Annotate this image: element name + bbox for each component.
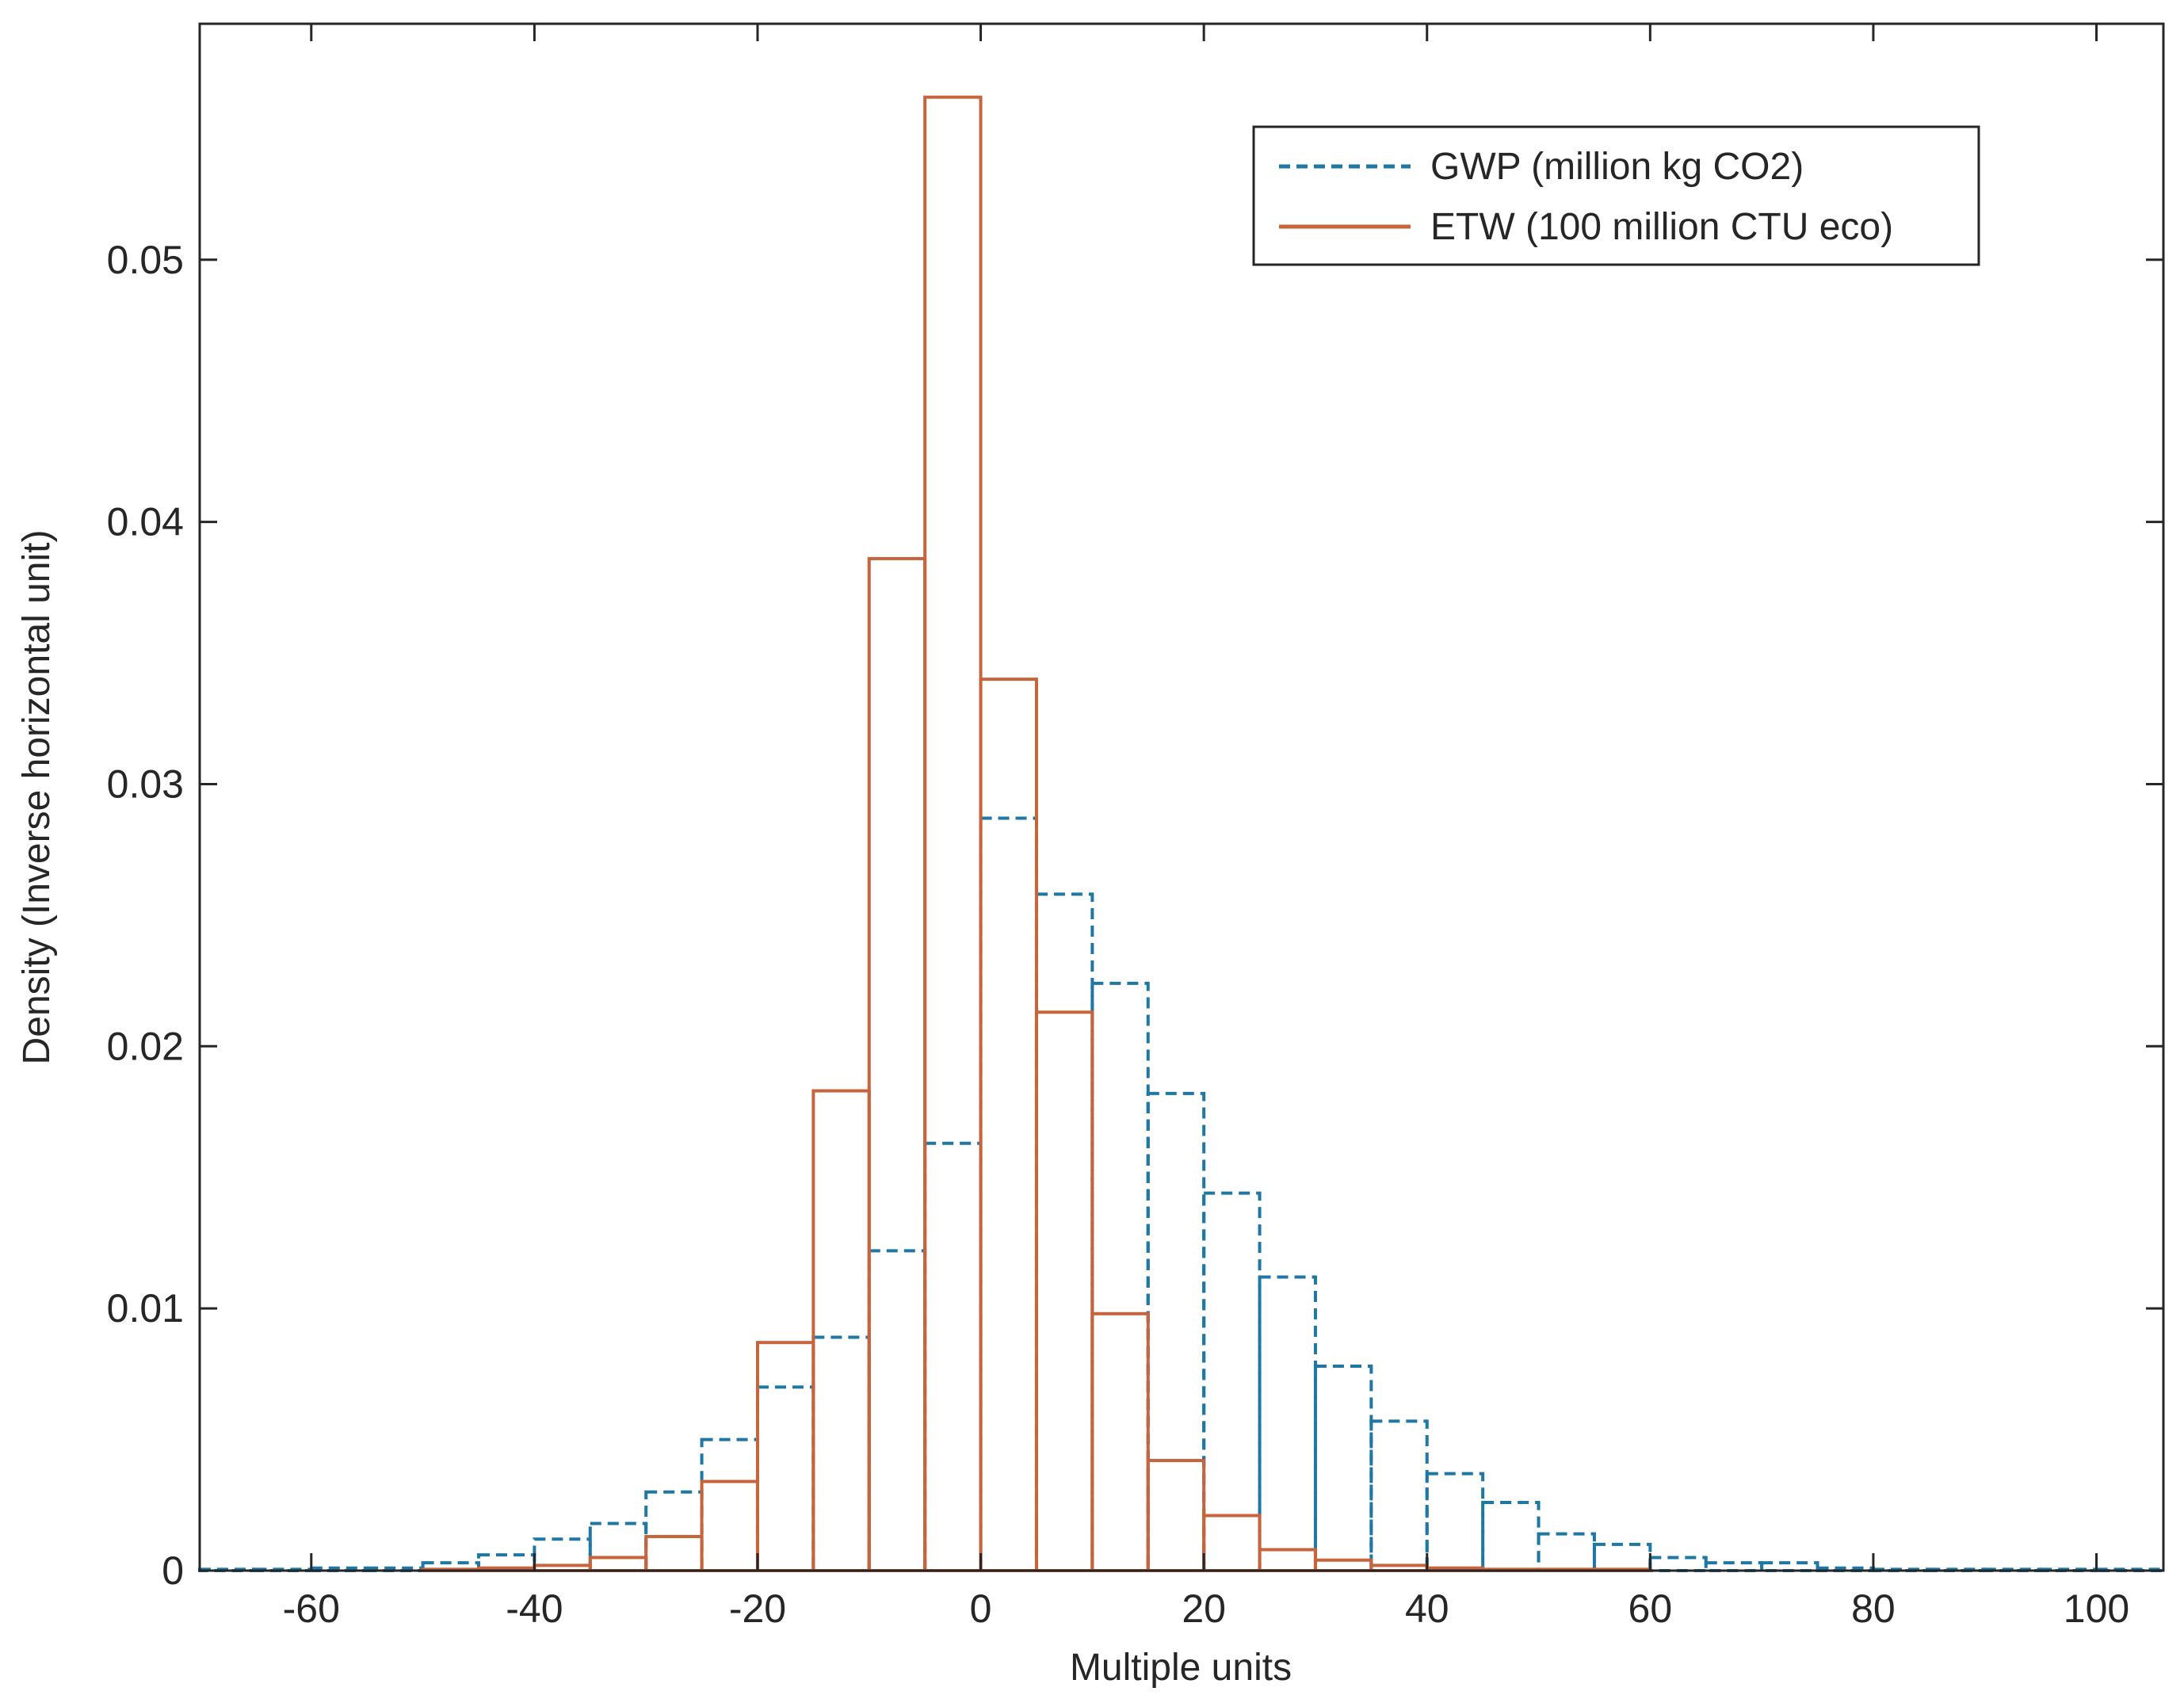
histogram-bar <box>867 1249 927 1572</box>
histogram-bar <box>1313 1364 1373 1572</box>
histogram-bar <box>923 95 983 1572</box>
histogram-bar <box>979 816 1038 1572</box>
histogram-bar <box>1258 1548 1317 1573</box>
series-etw <box>421 95 1652 1573</box>
x-tick-label: -20 <box>729 1586 786 1631</box>
y-tick-label: 0.04 <box>107 500 184 544</box>
y-axis-label: Density (Inverse horizontal unit) <box>16 530 58 1065</box>
plot-frame <box>198 22 2165 1572</box>
histogram-bar <box>700 1437 759 1573</box>
histogram-bar <box>1090 1311 1150 1573</box>
series-gwp <box>198 816 2165 1573</box>
histogram-bar <box>1481 1500 1541 1572</box>
histogram-bar <box>476 1553 536 1573</box>
histogram-bar <box>1648 1556 1708 1573</box>
histogram-bar <box>1034 1010 1094 1572</box>
x-tick-label: 0 <box>970 1586 992 1631</box>
series-layer <box>198 95 2165 1573</box>
histogram-bar <box>867 556 927 1572</box>
histogram-bar <box>1537 1532 1596 1573</box>
legend-box <box>1252 125 1980 266</box>
histogram-bar <box>1202 1514 1262 1573</box>
histogram-bar <box>1034 892 1094 1572</box>
histogram-bar <box>588 1521 648 1573</box>
x-tick-label: -40 <box>506 1586 563 1631</box>
x-tick-label: -60 <box>283 1586 340 1631</box>
legend: GWP (million kg CO2) ETW (100 million CT… <box>1252 125 1980 266</box>
histogram-bar <box>644 1490 704 1572</box>
legend-label-gwp: GWP (million kg CO2) <box>1430 146 1804 188</box>
histogram-bar <box>811 1089 871 1573</box>
y-tick-label: 0.01 <box>107 1286 184 1331</box>
histogram-bar <box>979 678 1038 1572</box>
histogram-bar <box>923 1141 983 1572</box>
x-tick-label: 100 <box>2064 1586 2129 1631</box>
histogram-bar <box>1146 1091 1206 1573</box>
histogram-bar <box>811 1335 871 1572</box>
tick-layer: -60 -40 -20 0 20 40 60 80 100 0 0.01 0.02 0.03 0.04 0.… <box>107 24 2163 1631</box>
x-tick-label: 80 <box>1851 1586 1896 1631</box>
y-tick-label: 0.05 <box>107 238 184 282</box>
histogram-bar <box>1592 1542 1652 1573</box>
x-tick-label: 40 <box>1405 1586 1449 1631</box>
histogram-bar <box>644 1534 704 1573</box>
legend-label-etw: ETW (100 million CTU eco) <box>1430 206 1893 248</box>
x-axis-label: Multiple units <box>1070 1647 1292 1689</box>
histogram-bar <box>1146 1459 1206 1572</box>
histogram-bar <box>1313 1558 1373 1573</box>
x-tick-label: 60 <box>1628 1586 1673 1631</box>
histogram-bar <box>755 1385 815 1572</box>
y-tick-label: 0.02 <box>107 1024 184 1068</box>
histogram-bar <box>1369 1419 1429 1573</box>
histogram-bar <box>700 1479 759 1572</box>
y-tick-label: 0.03 <box>107 762 184 806</box>
y-tick-label: 0 <box>162 1548 184 1593</box>
x-tick-label: 20 <box>1182 1586 1226 1631</box>
histogram-bar <box>1425 1472 1485 1572</box>
histogram-bar <box>1090 981 1150 1573</box>
histogram-bar <box>755 1341 815 1572</box>
histogram-bar <box>1258 1275 1317 1572</box>
histogram-bar <box>588 1556 648 1573</box>
